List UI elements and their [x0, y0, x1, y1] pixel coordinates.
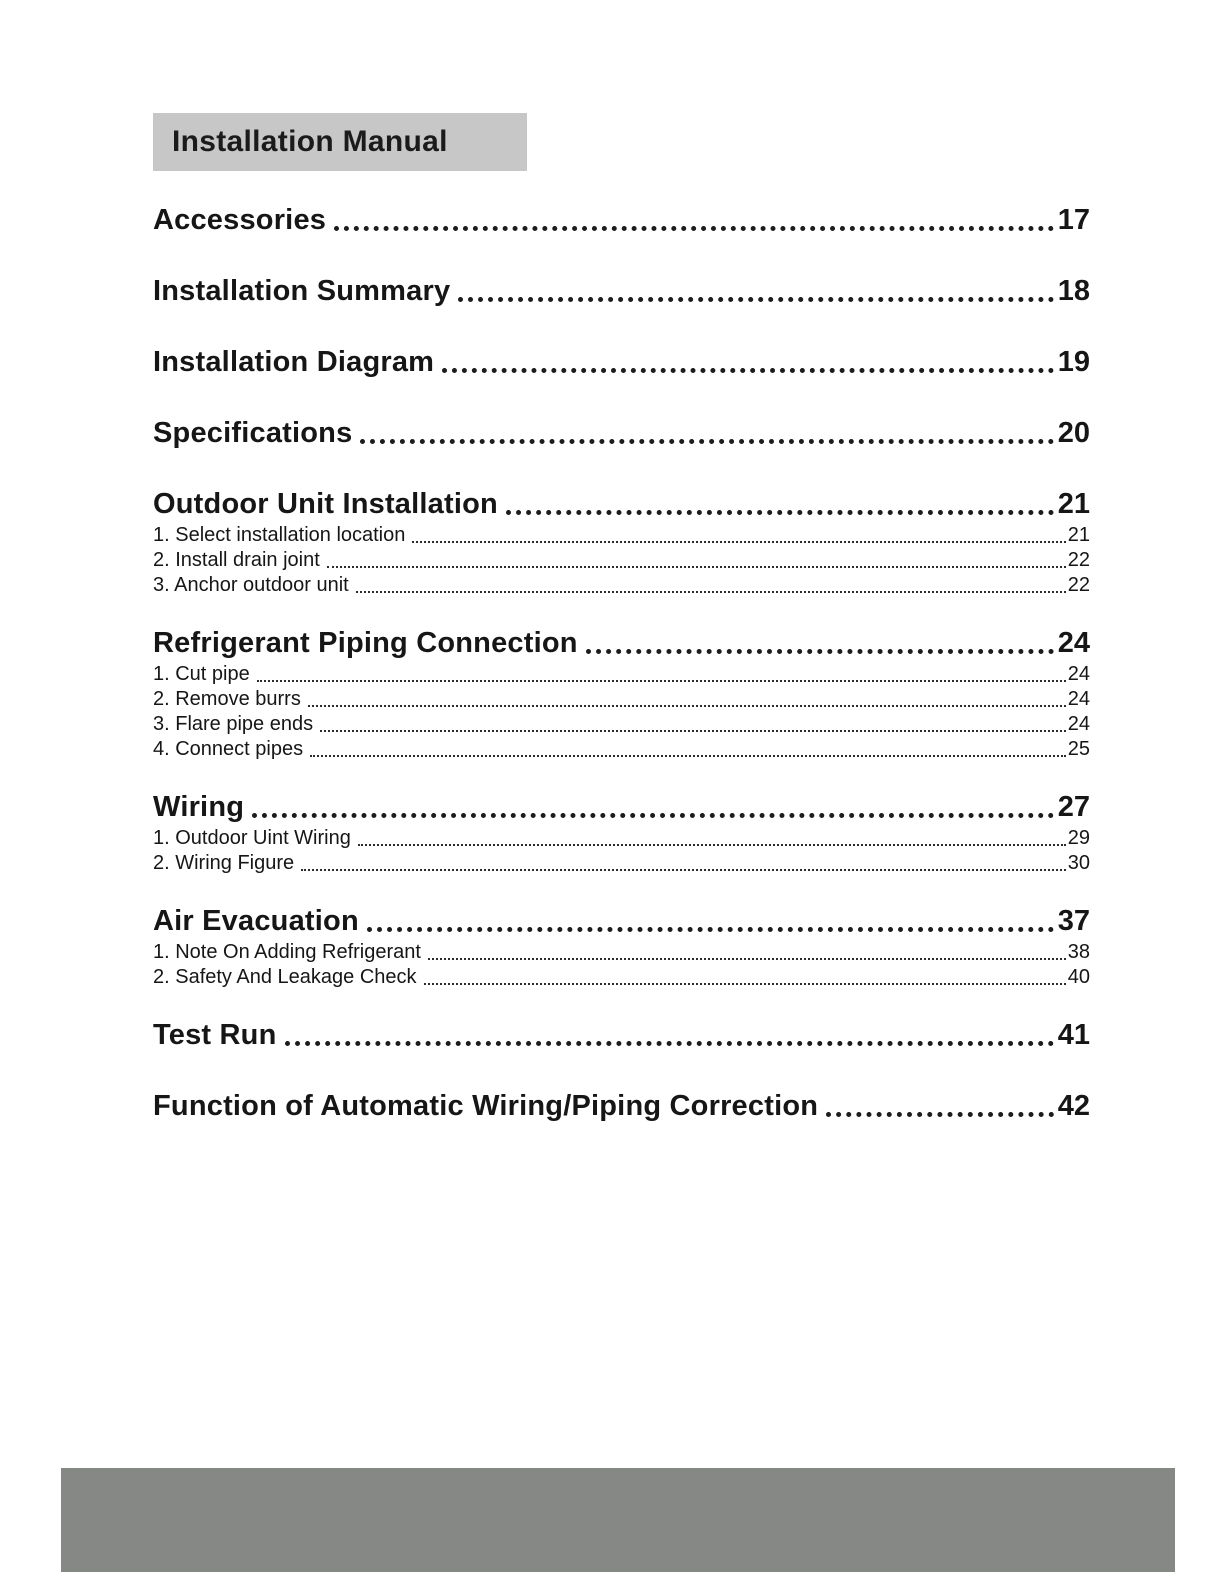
toc-heading-title: Test Run — [153, 1019, 277, 1051]
toc-page-number: 37 — [1057, 905, 1090, 937]
toc-subentry-title: 4. Connect pipes — [153, 738, 304, 760]
toc-subentry-row: 4. Connect pipes 25 — [153, 737, 1090, 762]
dot-leader — [357, 844, 1066, 846]
dot-leader — [326, 566, 1066, 568]
dot-leader — [355, 591, 1066, 593]
toc-subentry-row: 1. Select installation location 21 — [153, 523, 1090, 548]
toc-entry: Refrigerant Piping Connection 24 1. Cut pi… — [153, 624, 1090, 762]
toc-subentry-page-number: 22 — [1067, 574, 1090, 596]
toc-heading-row: Installation Diagram 19 — [153, 343, 1090, 381]
toc-subentry-title: 1. Select installation location — [153, 524, 406, 546]
toc-subentry-title: 1. Outdoor Uint Wiring — [153, 827, 351, 849]
toc-subentry-row: 2. Remove burrs 24 — [153, 687, 1090, 712]
toc-page-number: 42 — [1057, 1090, 1090, 1122]
toc-heading-title: Accessories — [153, 204, 327, 236]
toc-entry: Air Evacuation 37 1. Note On Adding Refrig… — [153, 902, 1090, 990]
toc-heading-row: Refrigerant Piping Connection 24 — [153, 624, 1090, 662]
toc-heading-row: Air Evacuation 37 — [153, 902, 1090, 940]
toc-entry: Test Run 41 — [153, 1016, 1090, 1054]
toc-heading-title: Refrigerant Piping Connection — [153, 627, 578, 659]
toc-entry: Specifications 20 — [153, 414, 1090, 452]
dot-leader — [427, 958, 1066, 960]
toc-subentry-page-number: 24 — [1067, 688, 1090, 710]
dot-leader — [334, 226, 1054, 231]
dot-leader — [256, 680, 1066, 682]
dot-leader — [826, 1112, 1054, 1117]
dot-leader — [252, 813, 1054, 818]
dot-leader — [320, 730, 1066, 732]
dot-leader — [442, 368, 1054, 373]
toc-subentry-page-number: 24 — [1067, 663, 1090, 685]
toc-subentry-title: 1. Note On Adding Refrigerant — [153, 941, 421, 963]
toc-page-number: 18 — [1057, 275, 1090, 307]
dot-leader — [284, 1041, 1054, 1046]
toc-subentry-row: 1. Outdoor Uint Wiring 29 — [153, 826, 1090, 851]
toc-subentry-page-number: 25 — [1067, 738, 1090, 760]
toc-entry: Function of Automatic Wiring/Piping Corr… — [153, 1087, 1090, 1125]
toc-subentry-row: 3. Anchor outdoor unit 22 — [153, 573, 1090, 598]
toc-entry: Installation Diagram 19 — [153, 343, 1090, 381]
toc-subentry-row: 1. Cut pipe 24 — [153, 662, 1090, 687]
toc-subentry-page-number: 40 — [1067, 966, 1090, 988]
toc-subentry-page-number: 24 — [1067, 713, 1090, 735]
toc-page-number: 17 — [1057, 204, 1090, 236]
dot-leader — [366, 927, 1054, 932]
toc-heading-title: Function of Automatic Wiring/Piping Corr… — [153, 1090, 819, 1122]
toc-subentry-row: 3. Flare pipe ends 24 — [153, 712, 1090, 737]
dot-leader — [458, 297, 1054, 302]
toc-heading-row: Installation Summary 18 — [153, 272, 1090, 310]
toc-subentry-page-number: 21 — [1067, 524, 1090, 546]
page-title: Installation Manual — [172, 125, 448, 158]
footer-bar — [61, 1468, 1175, 1572]
dot-leader — [585, 649, 1054, 654]
toc-entry: Accessories 17 — [153, 201, 1090, 239]
toc-heading-title: Wiring — [153, 791, 245, 823]
toc-subentry-title: 2. Safety And Leakage Check — [153, 966, 417, 988]
toc-subentry-row: 2. Safety And Leakage Check 40 — [153, 965, 1090, 990]
toc-subentry-page-number: 29 — [1067, 827, 1090, 849]
toc-entry: Installation Summary 18 — [153, 272, 1090, 310]
toc-subentry-row: 2. Install drain joint 22 — [153, 548, 1090, 573]
toc-subentry-title: 3. Anchor outdoor unit — [153, 574, 349, 596]
dot-leader — [360, 439, 1054, 444]
dot-leader — [505, 510, 1054, 515]
toc-subentry-title: 2. Install drain joint — [153, 549, 320, 571]
toc-heading-row: Wiring 27 — [153, 788, 1090, 826]
table-of-contents: Accessories 17 Installation Summary 18 Insta… — [153, 201, 1090, 1158]
toc-subentry-title: 1. Cut pipe — [153, 663, 250, 685]
toc-entry: Outdoor Unit Installation 21 1. Select ins… — [153, 485, 1090, 598]
dot-leader — [310, 755, 1066, 757]
dot-leader — [423, 983, 1066, 985]
toc-subentry-page-number: 30 — [1067, 852, 1090, 874]
toc-page-number: 27 — [1057, 791, 1090, 823]
toc-heading-title: Outdoor Unit Installation — [153, 488, 498, 520]
toc-subentry-page-number: 22 — [1067, 549, 1090, 571]
dot-leader — [307, 705, 1066, 707]
toc-heading-row: Accessories 17 — [153, 201, 1090, 239]
toc-heading-title: Air Evacuation — [153, 905, 359, 937]
page-title-banner: Installation Manual — [153, 113, 527, 171]
toc-page-number: 20 — [1057, 417, 1090, 449]
toc-heading-row: Test Run 41 — [153, 1016, 1090, 1054]
toc-subentry-title: 2. Wiring Figure — [153, 852, 295, 874]
toc-subentry-title: 2. Remove burrs — [153, 688, 301, 710]
toc-page-number: 19 — [1057, 346, 1090, 378]
toc-subentry-page-number: 38 — [1067, 941, 1090, 963]
dot-leader — [301, 869, 1066, 871]
toc-page-number: 21 — [1057, 488, 1090, 520]
toc-page-number: 24 — [1057, 627, 1090, 659]
toc-subentry-row: 2. Wiring Figure 30 — [153, 851, 1090, 876]
toc-entry: Wiring 27 1. Outdoor Uint Wiring 29 2. Wirin… — [153, 788, 1090, 876]
toc-heading-title: Installation Summary — [153, 275, 451, 307]
dot-leader — [412, 541, 1066, 543]
toc-subentry-row: 1. Note On Adding Refrigerant 38 — [153, 940, 1090, 965]
toc-heading-title: Installation Diagram — [153, 346, 435, 378]
toc-page-number: 41 — [1057, 1019, 1090, 1051]
toc-heading-row: Specifications 20 — [153, 414, 1090, 452]
toc-heading-row: Outdoor Unit Installation 21 — [153, 485, 1090, 523]
toc-heading-row: Function of Automatic Wiring/Piping Corr… — [153, 1087, 1090, 1125]
toc-heading-title: Specifications — [153, 417, 353, 449]
toc-subentry-title: 3. Flare pipe ends — [153, 713, 314, 735]
